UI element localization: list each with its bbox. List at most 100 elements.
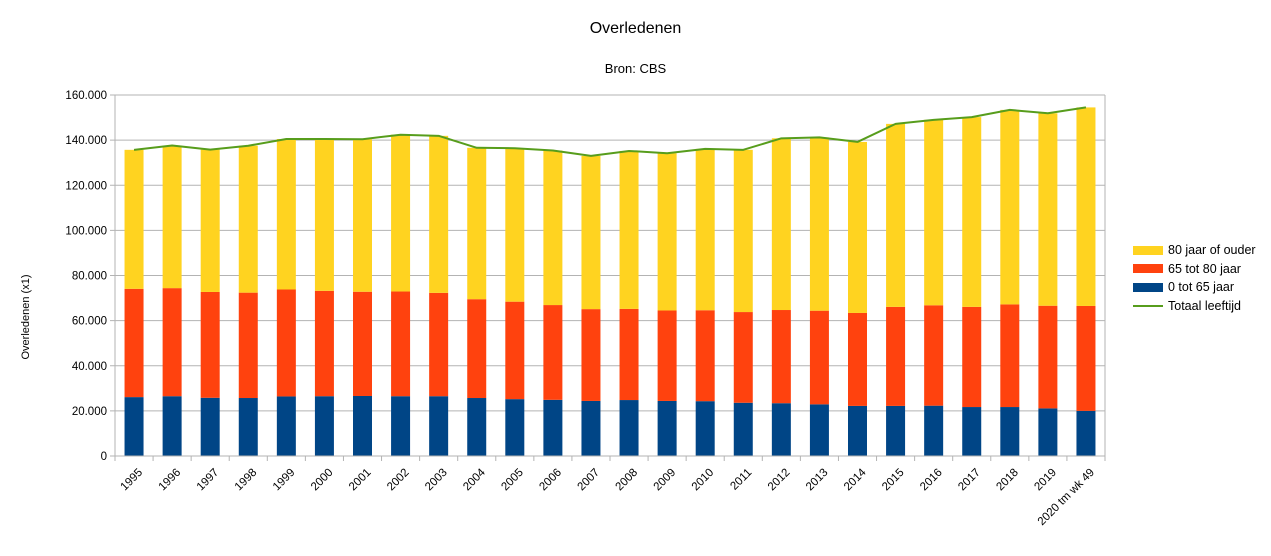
bar-segment: [848, 141, 867, 313]
legend-item: Totaal leeftijd: [1133, 297, 1256, 316]
x-tick-label: 2010: [690, 467, 717, 494]
bar-segment: [771, 138, 791, 311]
bar-segment: [276, 289, 296, 397]
bar-segment: [695, 148, 715, 311]
bar-segment: [695, 310, 715, 402]
x-tick-label: 2013: [804, 467, 831, 494]
bar-segment: [962, 117, 982, 307]
bar-segment: [505, 148, 525, 302]
bar-segment: [505, 399, 525, 456]
bar-segment: [162, 396, 182, 456]
bar-segment: [924, 405, 944, 456]
bar-segment: [429, 135, 449, 293]
bar-segment: [924, 119, 944, 306]
bar-segment: [200, 291, 220, 398]
x-tick-label: 2007: [576, 467, 603, 494]
bar-segment: [543, 150, 563, 306]
bar-segment: [429, 396, 449, 456]
legend-label: 65 tot 80 jaar: [1168, 261, 1241, 276]
bar-segment: [162, 288, 182, 397]
bar-segment: [276, 396, 296, 456]
bar-segment: [657, 310, 677, 401]
bar-segment: [1038, 305, 1058, 409]
legend-label: 80 jaar of ouder: [1168, 243, 1256, 258]
x-tick-label: 1999: [271, 467, 298, 494]
x-tick-label: 2011: [728, 467, 754, 493]
bar-segment: [1000, 304, 1020, 408]
bar-segment: [467, 398, 487, 456]
x-tick-label: 2015: [880, 467, 907, 494]
x-tick-label: 2009: [652, 467, 679, 494]
bar-segment: [695, 401, 715, 456]
bar-segment: [962, 407, 982, 456]
bar-segment: [238, 292, 258, 399]
y-tick-label: 60.000: [72, 316, 107, 328]
x-tick-label: 1996: [157, 467, 184, 494]
x-tick-label: 1998: [233, 467, 260, 494]
legend-label: Totaal leeftijd: [1168, 298, 1241, 313]
bar-segment: [886, 306, 906, 406]
bar-segment: [619, 400, 639, 456]
bar-segment: [1076, 107, 1096, 306]
legend-swatch-0-tot-65-jaar: [1133, 282, 1163, 292]
bar-segment: [276, 138, 296, 290]
bar-segment: [619, 150, 639, 309]
chart-subtitle: Bron: CBS: [604, 61, 667, 76]
legend-swatch-80-jaar-of-ouder: [1133, 245, 1163, 255]
y-tick-label: 80.000: [72, 271, 107, 283]
x-tick-label: 2019: [1032, 467, 1059, 494]
legend-item: 0 tot 65 jaar: [1133, 278, 1256, 297]
legend-swatch-65-tot-80-jaar: [1133, 264, 1163, 274]
bar-segment: [314, 290, 334, 397]
legend-label: 0 tot 65 jaar: [1168, 280, 1235, 295]
bar-segment: [353, 291, 372, 396]
x-tick-label: 2012: [766, 467, 793, 494]
x-tick-label: 2017: [956, 467, 983, 494]
x-tick-label: 1997: [195, 467, 222, 494]
y-tick-label: 20.000: [72, 406, 107, 418]
y-tick-label: 140.000: [65, 135, 107, 147]
bar-segment: [848, 405, 867, 456]
bar-segment: [924, 305, 944, 406]
bar-segment: [886, 123, 906, 307]
bar-segment: [238, 398, 258, 456]
bar-segment: [391, 396, 411, 456]
bar-segment: [771, 310, 791, 404]
bar-segment: [200, 397, 220, 456]
y-tick-label: 0: [101, 451, 107, 463]
bar-segment: [809, 137, 829, 311]
x-tick-label: 2001: [347, 467, 374, 494]
bar-segment: [238, 145, 258, 293]
bar-segment: [809, 310, 829, 405]
bar-segment: [581, 400, 601, 456]
bar-segment: [962, 306, 982, 408]
bar-segment: [886, 405, 906, 456]
bar-segment: [124, 397, 144, 456]
bar-segment: [429, 292, 449, 397]
bar-segment: [467, 299, 487, 399]
bar-segment: [581, 155, 601, 310]
bar-segment: [1000, 407, 1020, 456]
total-line: [133, 106, 1087, 157]
bar-segment: [162, 145, 182, 289]
x-tick-label: 2006: [537, 467, 564, 494]
x-tick-label: 2000: [309, 467, 336, 494]
bar-segment: [314, 138, 334, 291]
bar-segment: [391, 134, 411, 292]
x-tick-label: 2016: [918, 467, 945, 494]
bar-segment: [124, 288, 144, 398]
bar-segment: [200, 149, 220, 292]
legend: 80 jaar of ouder 65 tot 80 jaar 0 tot 65…: [1133, 241, 1256, 315]
x-tick-label: 2014: [842, 466, 869, 493]
bar-segment: [505, 301, 525, 400]
bar-segment: [543, 399, 563, 456]
x-tick-label: 2008: [614, 467, 641, 494]
bar-segment: [467, 147, 487, 300]
bar-segment: [771, 403, 791, 456]
bar-segment: [391, 291, 411, 397]
bar-segment: [581, 309, 601, 401]
bar-segment: [848, 312, 867, 406]
bar-segment: [1076, 305, 1096, 411]
